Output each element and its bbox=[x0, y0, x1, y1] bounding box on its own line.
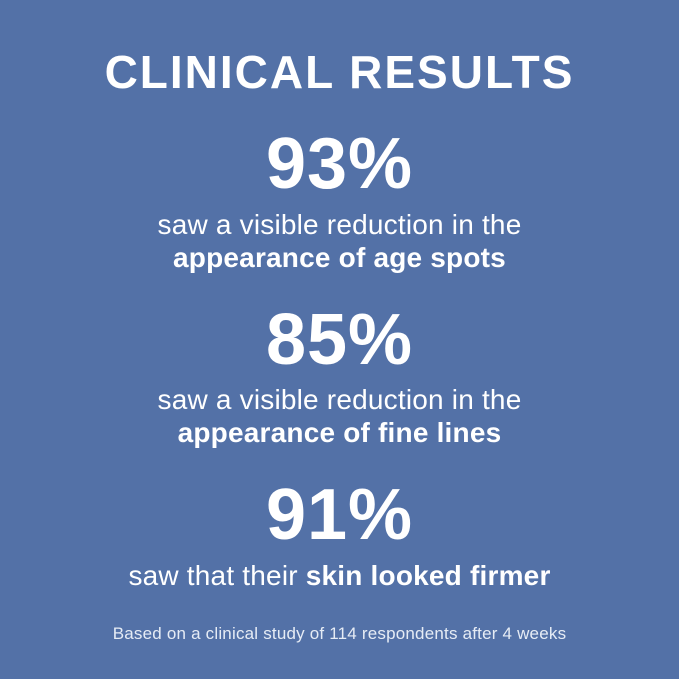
stat-block-fine-lines: 85% saw a visible reduction in the appea… bbox=[158, 299, 522, 450]
stat-caption-age-spots: saw a visible reduction in the appearanc… bbox=[158, 208, 522, 274]
stat-percent-age-spots: 93% bbox=[265, 124, 414, 205]
study-footnote: Based on a clinical study of 114 respond… bbox=[112, 623, 567, 643]
stat-caption-line2-bold: appearance of fine lines bbox=[177, 417, 502, 449]
stat-block-age-spots: 93% saw a visible reduction in the appea… bbox=[158, 124, 522, 274]
stat-percent-firmer-skin: 91% bbox=[265, 475, 414, 556]
stat-caption-regular: saw that their bbox=[128, 559, 306, 591]
stat-caption-line1: saw a visible reduction in the bbox=[157, 384, 522, 416]
stat-caption-fine-lines: saw a visible reduction in the appearanc… bbox=[158, 383, 522, 449]
stat-caption-line1: saw a visible reduction in the bbox=[157, 208, 522, 240]
stat-percent-fine-lines: 85% bbox=[265, 299, 414, 380]
page-title: CLINICAL RESULTS bbox=[104, 46, 575, 98]
stat-block-firmer-skin: 91% saw that their skin looked firmer bbox=[128, 475, 550, 592]
stat-caption-line2-bold: appearance of age spots bbox=[173, 241, 506, 273]
stat-caption-firmer-skin: saw that their skin looked firmer bbox=[128, 559, 550, 592]
stat-caption-bold: skin looked firmer bbox=[305, 559, 551, 591]
